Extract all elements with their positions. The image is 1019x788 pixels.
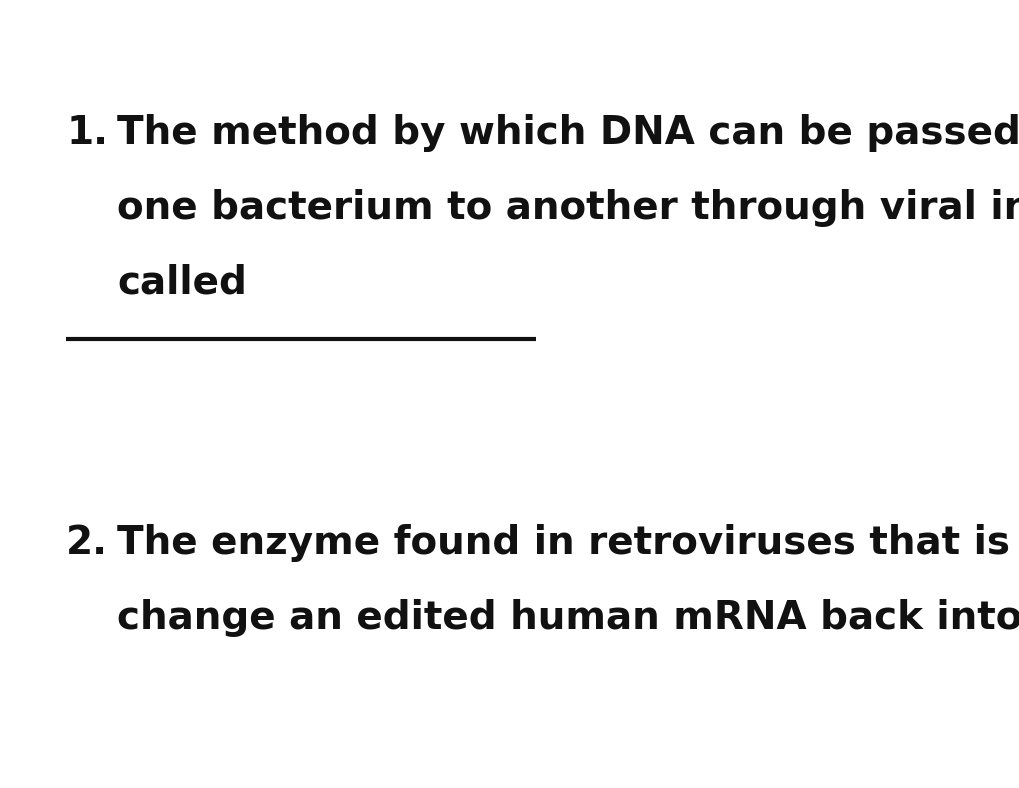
Text: The method by which DNA can be passed from: The method by which DNA can be passed fr… <box>117 114 1019 152</box>
Text: change an edited human mRNA back into DNA so it: change an edited human mRNA back into DN… <box>117 599 1019 637</box>
Text: The enzyme found in retroviruses that is used to: The enzyme found in retroviruses that is… <box>117 524 1019 562</box>
Text: called: called <box>117 264 247 302</box>
Text: 1.: 1. <box>66 114 108 152</box>
Text: 2.: 2. <box>66 524 108 562</box>
Text: one bacterium to another through viral infection is: one bacterium to another through viral i… <box>117 189 1019 227</box>
